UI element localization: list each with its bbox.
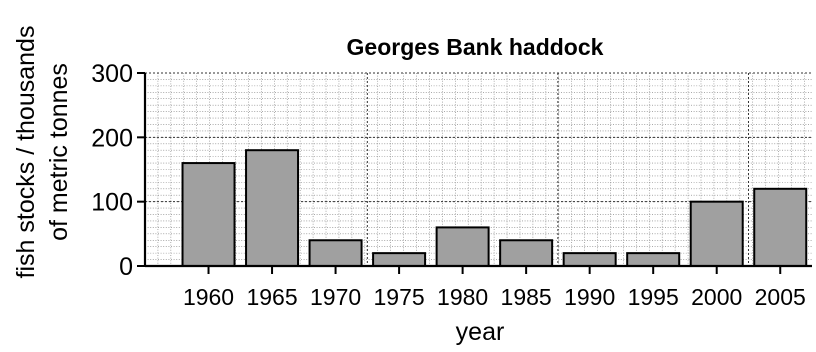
x-tick-label: 1960	[183, 284, 234, 310]
bar-1975	[372, 252, 427, 267]
x-tick-label: 2005	[755, 284, 806, 310]
bar-1960	[181, 162, 236, 267]
x-tick-label: 1995	[628, 284, 679, 310]
plot-grid	[145, 72, 812, 266]
bar-1970	[308, 239, 363, 267]
bar-series	[181, 149, 808, 268]
bar-1965	[245, 149, 300, 267]
bar-1985	[499, 239, 554, 267]
y-tick-label: 300	[91, 60, 133, 88]
bar-1990	[562, 252, 617, 267]
x-axis-label: year	[456, 318, 505, 346]
y-tick-label: 200	[91, 124, 133, 152]
chart-title: Georges Bank haddock	[347, 34, 604, 60]
x-tick-label: 1975	[374, 284, 425, 310]
x-axis-ticks: 1960 1965 1970 1975 1980 1985 1990 1995 2000 2005	[183, 266, 806, 310]
bar-1980	[435, 226, 490, 267]
bar-1995	[626, 252, 681, 267]
x-tick-label: 1985	[501, 284, 552, 310]
y-axis-ticks: 0 100 200 300	[91, 60, 145, 281]
bar-2000	[689, 200, 744, 268]
x-tick-label: 1980	[437, 284, 488, 310]
y-tick-label: 0	[119, 253, 133, 281]
y-tick-label: 100	[91, 189, 133, 217]
x-tick-label: 1970	[310, 284, 361, 310]
x-tick-label: 1965	[246, 284, 297, 310]
axes	[143, 73, 812, 268]
x-tick-label: 1990	[564, 284, 615, 310]
y-axis-label-line1: fish stocks / thousands	[12, 26, 40, 279]
y-axis-label-line2: of metric tonnes	[45, 63, 73, 241]
x-tick-label: 2000	[691, 284, 742, 310]
bar-2005	[753, 187, 808, 267]
